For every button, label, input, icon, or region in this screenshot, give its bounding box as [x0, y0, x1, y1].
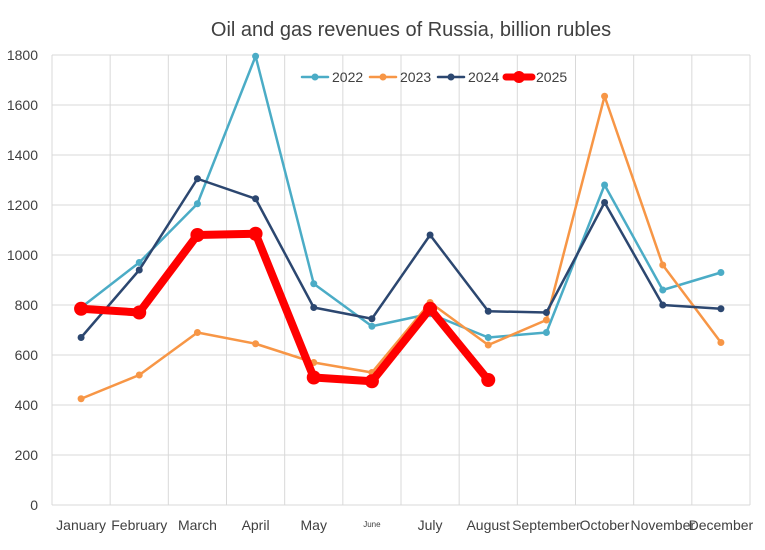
legend-label: 2023: [400, 69, 431, 85]
x-axis-ticks: January February March April May June July Augu…: [56, 517, 753, 533]
legend-label: 2025: [536, 69, 567, 85]
data-point-2024: [426, 231, 434, 239]
x-tick-label: November: [630, 517, 695, 533]
data-point-2023: [252, 340, 260, 348]
data-point-2023: [717, 339, 725, 346]
x-tick-label: June: [363, 520, 381, 529]
data-point-2025: [481, 373, 496, 387]
data-point-2024: [193, 175, 201, 183]
data-point-2024: [542, 309, 550, 316]
data-point-2025: [74, 301, 89, 316]
data-point-2023: [77, 395, 85, 403]
x-tick-label: August: [466, 517, 510, 533]
series-line-2025: [77, 229, 493, 386]
data-point-2025: [132, 305, 147, 320]
y-axis-ticks: 0 200 400 600 800 1000 1200 1400 1600 1800: [7, 47, 38, 513]
data-point-2024: [77, 334, 85, 341]
y-tick-label: 1000: [7, 247, 38, 263]
x-tick-label: October: [580, 517, 630, 533]
x-tick-label: March: [178, 517, 217, 533]
series-line-2022: [79, 55, 723, 339]
data-point-2022: [659, 286, 667, 294]
data-point-2022: [135, 259, 143, 266]
data-point-2022: [310, 280, 318, 288]
data-point-2023: [484, 341, 492, 349]
data-point-2024: [601, 199, 609, 206]
data-point-2024: [135, 266, 143, 274]
series-line-2024: [79, 177, 723, 339]
legend-label: 2024: [468, 69, 499, 85]
y-tick-label: 1400: [7, 147, 38, 163]
series-lines: [74, 52, 725, 403]
legend-item-2025: 2025: [502, 69, 567, 85]
data-point-2024: [252, 195, 260, 203]
data-point-2024: [310, 304, 318, 311]
x-tick-label: July: [418, 517, 443, 533]
y-tick-label: 400: [15, 397, 39, 413]
data-point-2023: [193, 329, 201, 336]
data-point-2025: [423, 301, 438, 316]
data-point-2022: [484, 334, 492, 341]
data-point-2025: [364, 374, 379, 389]
y-tick-label: 1800: [7, 47, 38, 63]
gridlines: [51, 54, 751, 506]
data-point-2024: [717, 305, 725, 313]
data-point-2022: [193, 200, 201, 208]
legend-item-2023: 2023: [368, 69, 431, 85]
y-tick-label: 600: [15, 347, 39, 363]
data-point-2025: [190, 228, 205, 242]
legend-marker: [311, 73, 319, 81]
data-point-2022: [252, 52, 260, 60]
data-point-2024: [368, 315, 376, 323]
x-tick-label: September: [512, 517, 581, 533]
data-point-2023: [659, 261, 667, 269]
data-point-2022: [717, 269, 725, 276]
legend-marker: [447, 73, 455, 81]
x-tick-label: February: [111, 517, 167, 533]
y-tick-label: 1600: [7, 97, 38, 113]
legend-item-2022: 2022: [300, 69, 363, 85]
data-point-2023: [601, 92, 609, 100]
data-point-2022: [601, 181, 609, 189]
data-point-2025: [306, 370, 321, 385]
legend-label: 2022: [332, 69, 363, 85]
legend-item-2024: 2024: [436, 69, 499, 85]
x-tick-label: April: [242, 517, 270, 533]
legend-marker: [513, 71, 525, 83]
y-tick-label: 0: [30, 497, 38, 513]
data-point-2024: [659, 301, 667, 309]
series-line-2023: [79, 95, 723, 400]
data-point-2023: [542, 316, 550, 324]
y-tick-label: 200: [15, 447, 39, 463]
data-point-2022: [368, 322, 376, 330]
legend-marker: [379, 73, 387, 81]
x-tick-label: December: [689, 517, 754, 533]
y-tick-label: 800: [15, 297, 39, 313]
x-tick-label: May: [301, 517, 327, 533]
legend: 2022 2023 2024 2025: [300, 69, 567, 85]
data-point-2024: [484, 307, 492, 315]
chart-title: Oil and gas revenues of Russia, billion …: [211, 19, 611, 41]
data-point-2025: [248, 226, 263, 241]
data-point-2023: [135, 371, 143, 379]
x-tick-label: January: [56, 517, 106, 533]
y-tick-label: 1200: [7, 197, 38, 213]
data-point-2022: [542, 329, 550, 336]
